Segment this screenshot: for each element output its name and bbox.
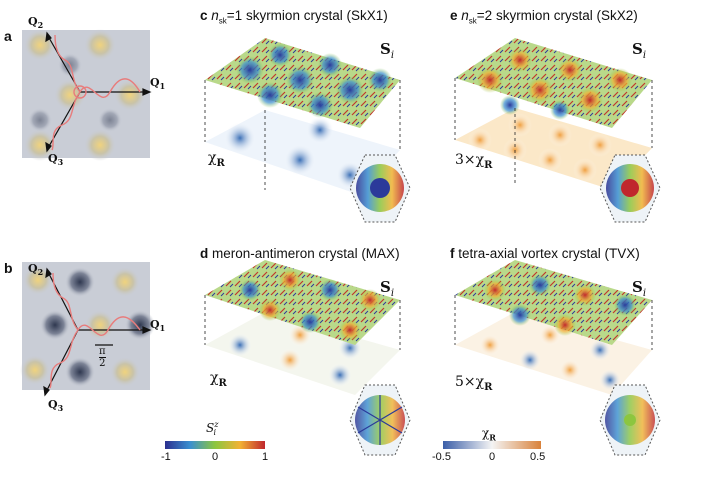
panel-c-chi-label: χR [208, 150, 225, 169]
panel-a-q3-label: Q3 [48, 152, 64, 168]
panel-b-waves [49, 272, 141, 389]
panel-c-title: c nsk=1 skyrmion crystal (SkX1) [200, 8, 388, 26]
panel-b-label: b [4, 260, 13, 276]
chi-colorbar-tick-max: 0.5 [530, 451, 546, 463]
panel-f-spin-label: Si [632, 278, 647, 299]
panel-f-graphic [454, 260, 661, 456]
panel-d-chi-label: χR [210, 370, 227, 389]
spin-colorbar [165, 441, 265, 449]
spin-colorbar-tick-min: -1 [161, 451, 171, 463]
panel-f-title: f tetra-axial vortex crystal (TVX) [450, 246, 640, 261]
chi-colorbar-tick-min: -0.5 [432, 451, 451, 463]
panel-a-q1-label: Q1 [150, 76, 166, 92]
chi-colorbar [443, 441, 541, 449]
panel-e-title: e nsk=2 skyrmion crystal (SkX2) [450, 8, 638, 26]
panel-e-spin-label: Si [632, 40, 647, 61]
panel-c-spin-label: Si [380, 40, 395, 61]
panel-d-spin-label: Si [380, 278, 395, 299]
panel-d-graphic [204, 260, 411, 456]
panel-e-chi-label: 3×χR [455, 152, 493, 171]
panel-b-q1-label: Q1 [150, 318, 166, 334]
panel-e-graphic [454, 38, 661, 223]
spin-colorbar-tick-mid: 0 [212, 451, 219, 463]
spin-colorbar-title: Szi [206, 420, 219, 438]
panel-d-title: d meron-antimeron crystal (MAX) [200, 246, 400, 261]
panel-c-graphic [204, 38, 411, 223]
spin-colorbar-tick-max: 1 [262, 451, 269, 463]
panel-a-q2-label: Q2 [28, 15, 44, 31]
panel-b-q3-label: Q3 [48, 398, 64, 414]
chi-colorbar-title: χR [482, 426, 496, 443]
panel-b-q2-label: Q2 [28, 262, 44, 278]
panel-f-chi-label: 5×χR [455, 374, 493, 393]
panel-a-map [22, 29, 150, 161]
panel-a-label: a [4, 28, 12, 44]
panel-a-waves [51, 34, 141, 151]
chi-colorbar-tick-mid: 0 [489, 451, 496, 463]
